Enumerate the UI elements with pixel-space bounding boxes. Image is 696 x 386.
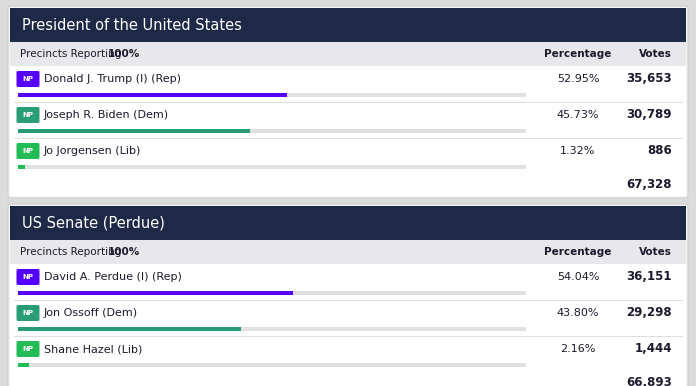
Text: Precincts Reporting: Precincts Reporting [20,49,125,59]
Text: 2.16%: 2.16% [560,344,596,354]
FancyBboxPatch shape [17,341,40,357]
Bar [10,336,686,372]
Bar [18,327,241,331]
Text: President of the United States: President of the United States [22,17,242,32]
Text: 52.95%: 52.95% [557,74,599,84]
Text: David A. Perdue (I) (Rep): David A. Perdue (I) (Rep) [44,272,182,282]
Bar [18,327,526,331]
Text: Jon Ossoff (Dem): Jon Ossoff (Dem) [44,308,138,318]
Text: Percentage: Percentage [544,247,612,257]
Bar [10,264,686,300]
Bar [18,363,526,367]
Bar [18,291,292,295]
Text: Votes: Votes [639,49,672,59]
Text: NP: NP [22,76,33,82]
Bar [18,165,24,169]
Text: Joseph R. Biden (Dem): Joseph R. Biden (Dem) [44,110,169,120]
Text: 36,151: 36,151 [626,271,672,283]
Bar [18,291,526,295]
Bar [18,165,526,169]
Bar [10,240,686,264]
Text: NP: NP [22,274,33,280]
Text: 35,653: 35,653 [626,73,672,86]
Text: 45.73%: 45.73% [557,110,599,120]
Bar [10,138,686,174]
Text: 54.04%: 54.04% [557,272,599,282]
Bar [10,300,686,336]
Bar [10,174,686,196]
Bar [18,93,287,97]
Bar [18,93,526,97]
FancyBboxPatch shape [17,71,40,87]
Text: 1.32%: 1.32% [560,146,596,156]
Text: 29,298: 29,298 [626,306,672,320]
Text: Shane Hazel (Lib): Shane Hazel (Lib) [44,344,143,354]
Text: 43.80%: 43.80% [557,308,599,318]
FancyBboxPatch shape [8,204,688,386]
Bar [18,129,526,133]
FancyBboxPatch shape [8,6,688,198]
Text: US Senate (Perdue): US Senate (Perdue) [22,215,165,230]
Bar [10,8,686,42]
Text: Jo Jorgensen (Lib): Jo Jorgensen (Lib) [44,146,141,156]
Text: NP: NP [22,112,33,118]
Text: Percentage: Percentage [544,49,612,59]
Text: 66,893: 66,893 [626,376,672,386]
Text: NP: NP [22,346,33,352]
FancyBboxPatch shape [17,305,40,321]
Bar [10,102,686,138]
Text: Precincts Reporting: Precincts Reporting [20,247,125,257]
Bar [18,129,251,133]
Bar [10,372,686,386]
Text: 1,444: 1,444 [635,342,672,356]
FancyBboxPatch shape [17,143,40,159]
Text: 100%: 100% [108,247,141,257]
Bar [18,363,29,367]
Text: 886: 886 [647,144,672,157]
Text: Donald J. Trump (I) (Rep): Donald J. Trump (I) (Rep) [44,74,181,84]
Text: 100%: 100% [108,49,141,59]
Text: Votes: Votes [639,247,672,257]
Text: 67,328: 67,328 [626,178,672,191]
Text: NP: NP [22,310,33,316]
Bar [10,206,686,240]
FancyBboxPatch shape [17,269,40,285]
Text: 30,789: 30,789 [626,108,672,122]
Bar [10,66,686,102]
Text: NP: NP [22,148,33,154]
FancyBboxPatch shape [17,107,40,123]
Bar [10,42,686,66]
